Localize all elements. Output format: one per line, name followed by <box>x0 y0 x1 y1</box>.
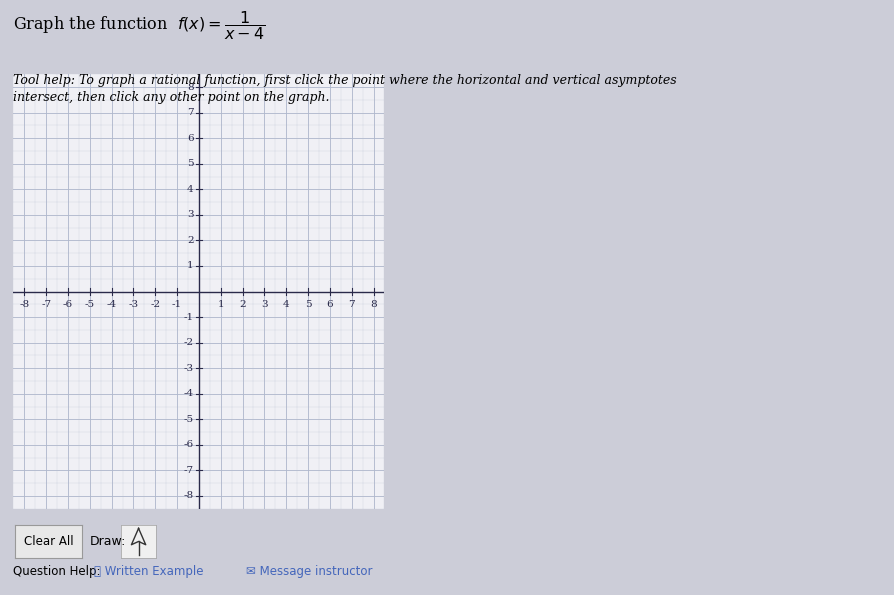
Text: -3: -3 <box>129 300 139 309</box>
Text: -1: -1 <box>183 312 193 322</box>
Text: 8: 8 <box>187 83 193 92</box>
Text: -7: -7 <box>41 300 51 309</box>
Text: -3: -3 <box>183 364 193 372</box>
Text: -5: -5 <box>85 300 95 309</box>
Text: Question Help:: Question Help: <box>13 565 101 578</box>
Text: -8: -8 <box>183 491 193 500</box>
Text: 3: 3 <box>187 211 193 220</box>
Text: -5: -5 <box>183 415 193 424</box>
Text: -6: -6 <box>183 440 193 449</box>
Text: 📄 Written Example: 📄 Written Example <box>94 565 203 578</box>
Text: -4: -4 <box>106 300 117 309</box>
Text: 7: 7 <box>349 300 355 309</box>
Text: 5: 5 <box>187 159 193 168</box>
Text: 5: 5 <box>305 300 311 309</box>
Text: -1: -1 <box>172 300 182 309</box>
Text: -6: -6 <box>63 300 73 309</box>
Text: 1: 1 <box>217 300 224 309</box>
Text: -8: -8 <box>20 300 30 309</box>
Text: ✉ Message instructor: ✉ Message instructor <box>246 565 372 578</box>
Text: 2: 2 <box>240 300 246 309</box>
Text: -2: -2 <box>183 338 193 347</box>
Text: 6: 6 <box>187 134 193 143</box>
Text: 3: 3 <box>261 300 267 309</box>
Text: Draw:: Draw: <box>89 535 126 548</box>
Text: 8: 8 <box>370 300 376 309</box>
Text: Clear All: Clear All <box>24 535 73 548</box>
Text: 1: 1 <box>187 261 193 271</box>
Text: 6: 6 <box>326 300 333 309</box>
Text: -4: -4 <box>183 389 193 398</box>
Text: 2: 2 <box>187 236 193 245</box>
Text: Tool help: To graph a rational function, first click the point where the horizon: Tool help: To graph a rational function,… <box>13 74 677 104</box>
Text: 7: 7 <box>187 108 193 117</box>
Text: -7: -7 <box>183 466 193 475</box>
Text: -2: -2 <box>150 300 160 309</box>
Text: 4: 4 <box>187 185 193 194</box>
Text: 4: 4 <box>283 300 290 309</box>
Text: Graph the function  $f(x) = \dfrac{1}{x - 4}$: Graph the function $f(x) = \dfrac{1}{x -… <box>13 9 266 42</box>
